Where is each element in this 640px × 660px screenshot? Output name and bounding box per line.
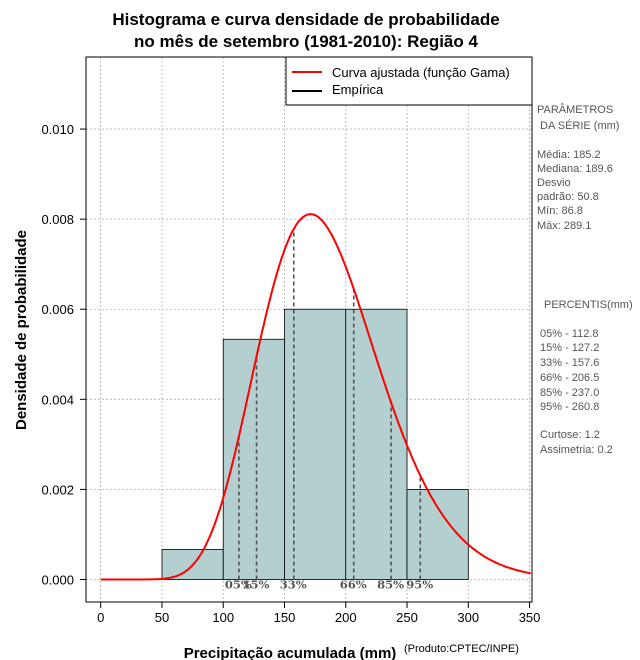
percentile-line: 33% - 157.6	[540, 357, 599, 369]
params-heading-2: DA SÉRIE (mm)	[540, 119, 619, 132]
series-parameters-panel: PARÂMETROS DA SÉRIE (mm) Média: 185.2 Me…	[537, 103, 619, 232]
param-line: Desvio	[537, 177, 571, 189]
chart-title-line-2: no mês de setembro (1981-2010): Região 4	[134, 32, 478, 51]
legend-label-empirical: Empírica	[332, 82, 384, 97]
stat-line: Curtose: 1.2	[540, 429, 600, 441]
x-tick-label: 200	[335, 610, 357, 625]
x-tick-label: 250	[396, 610, 418, 625]
y-tick-label: 0.008	[41, 212, 74, 227]
percentile-label: 95%	[406, 577, 433, 591]
legend-label-gamma: Curva ajustada (função Gama)	[332, 65, 510, 80]
percentile-label: 15%	[243, 577, 270, 591]
param-line: Mín: 86.8	[537, 205, 583, 217]
percentile-lines: 05%15% 33% 66% 85% 95%	[225, 228, 433, 591]
y-tick-label: 0.006	[41, 302, 74, 317]
y-tick-label: 0.004	[41, 392, 74, 407]
histogram-bars	[161, 308, 469, 580]
percentile-label: 05%	[225, 577, 252, 591]
gamma-density-curve	[100, 213, 531, 581]
x-tick-label: 300	[457, 610, 479, 625]
chart-title-line-1: Histograma e curva densidade de probabil…	[112, 10, 499, 29]
y-tick-label: 0.010	[41, 122, 74, 137]
percentiles-heading: PERCENTIS(mm)	[544, 299, 633, 311]
param-line: Mediana: 189.6	[537, 163, 613, 175]
histogram-bar	[222, 338, 285, 580]
percentiles-panel: PERCENTIS(mm) 05% - 112.8 15% - 127.2 33…	[540, 299, 633, 413]
percentile-label: 33%	[280, 577, 307, 591]
percentile-line: 66% - 206.5	[540, 372, 599, 384]
y-axis-label: Densidade de probabilidade	[13, 230, 30, 430]
histogram-bar	[345, 308, 408, 580]
param-line: Máx: 289.1	[537, 220, 591, 232]
product-credit: (Produto:CPTEC/INPE)	[404, 643, 519, 655]
axes: 0 50 100 150 200 250 300 350 0.000 0.002 0.004 0.00…	[41, 122, 540, 625]
x-tick-label: 50	[155, 610, 169, 625]
x-tick-label: 100	[212, 610, 234, 625]
percentile-line: 85% - 237.0	[540, 387, 599, 399]
param-line: Média: 185.2	[537, 149, 601, 161]
x-tick-label: 150	[274, 610, 296, 625]
percentile-line: 95% - 260.8	[540, 401, 599, 413]
percentile-line: 15% - 127.2	[540, 342, 599, 354]
x-axis-label: Precipitação acumulada (mm)	[184, 645, 397, 660]
y-tick-label: 0.000	[41, 572, 74, 587]
legend-box	[285, 56, 533, 106]
param-line: padrão: 50.8	[537, 191, 599, 203]
y-tick-label: 0.002	[41, 482, 74, 497]
x-tick-label: 350	[519, 610, 541, 625]
stats-panel: Curtose: 1.2 Assimetria: 0.2	[540, 429, 613, 456]
percentile-label: 66%	[340, 577, 367, 591]
gamma-curve-layer	[100, 213, 531, 581]
legend: Curva ajustada (função Gama) Empírica	[285, 56, 533, 106]
x-tick-label: 0	[97, 610, 104, 625]
histogram-bar	[284, 308, 347, 580]
params-heading-1: PARÂMETROS	[537, 103, 613, 116]
percentile-label: 85%	[377, 577, 404, 591]
stat-line: Assimetria: 0.2	[540, 444, 613, 456]
percentile-line: 05% - 112.8	[540, 328, 599, 340]
